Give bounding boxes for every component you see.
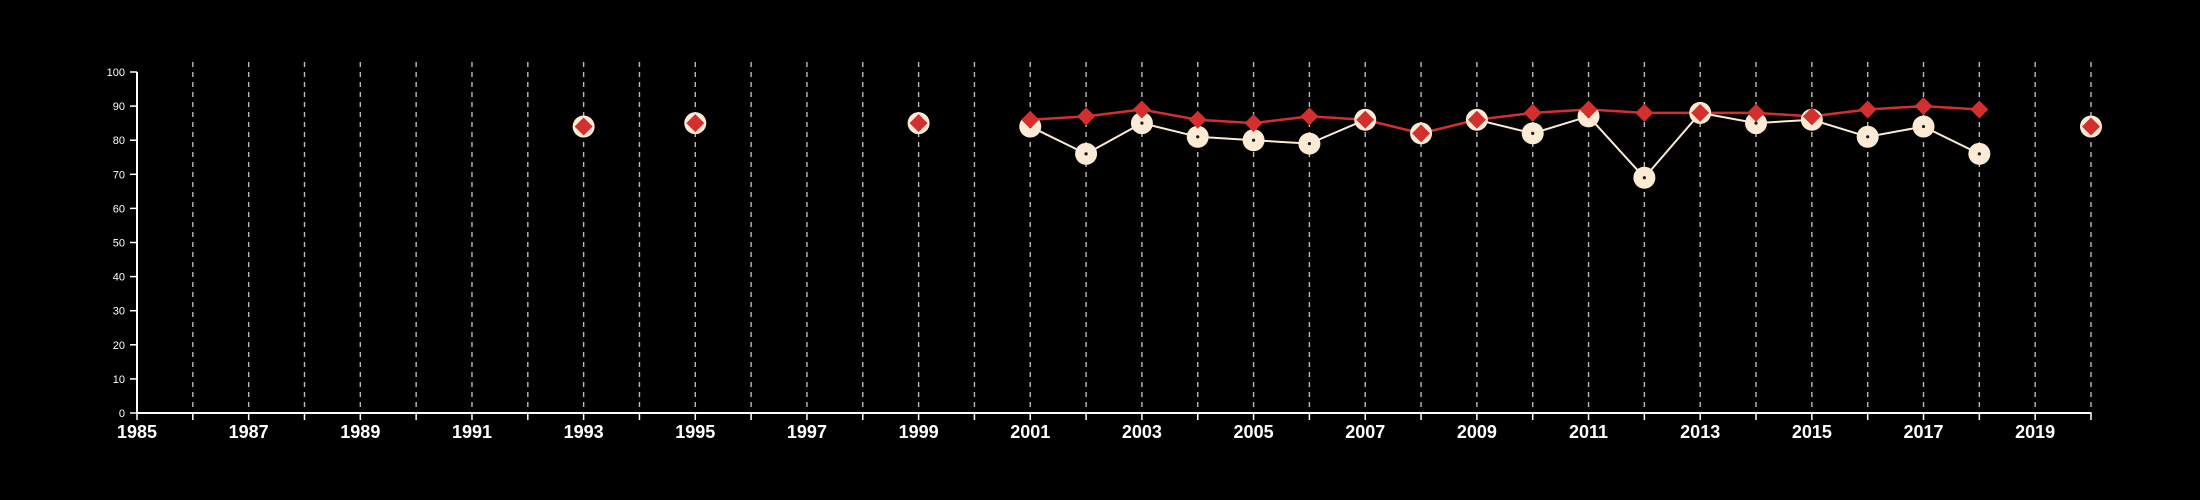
cream-point-center-2016: [1866, 135, 1870, 139]
red-point-2017: [1914, 97, 1933, 116]
y-tick-label-100: 100: [107, 67, 125, 79]
red-point-1995: [686, 114, 705, 133]
red-point-2016: [1858, 100, 1877, 119]
y-tick-label-0: 0: [119, 408, 125, 420]
axes: 0 10 20 30 40 50 60 70 80 90 100 1985 1987 1989 1991 19…: [107, 67, 2092, 442]
red-point-1993: [574, 117, 593, 136]
cream-point-center-2012: [1642, 176, 1646, 180]
series-lines: [1029, 104, 1980, 179]
red-point-2008: [1412, 124, 1431, 143]
red-point-1999: [909, 114, 928, 133]
cream-point-center-2006: [1307, 142, 1311, 146]
cream-point-center-2017: [1921, 124, 1926, 129]
y-tick-label-30: 30: [113, 306, 125, 318]
y-tick-label-40: 40: [113, 272, 125, 284]
red-point-2006: [1300, 107, 1319, 126]
y-tick-label-90: 90: [113, 101, 125, 113]
x-tick-label-2013: 2013: [1680, 422, 1720, 442]
x-tick-label-1999: 1999: [899, 422, 939, 442]
red-point-2007: [1356, 110, 1375, 129]
red-point-2002: [1077, 107, 1096, 126]
y-tick-label-50: 50: [113, 238, 125, 250]
red-point-2012: [1635, 103, 1654, 122]
x-tick-label-1987: 1987: [229, 422, 269, 442]
grid-lines: [192, 62, 2092, 413]
red-point-2014: [1747, 103, 1766, 122]
red-point-2015: [1802, 107, 1821, 126]
cream-point-center-2010: [1531, 131, 1535, 135]
x-tick-label-1995: 1995: [675, 422, 715, 442]
red-point-2011: [1579, 100, 1598, 119]
red-point-2020: [2082, 117, 2100, 136]
y-tick-label-10: 10: [113, 374, 125, 386]
x-tick-label-2019: 2019: [2015, 422, 2055, 442]
cream-point-center-2005: [1251, 138, 1256, 142]
red-point-2018: [1970, 100, 1989, 119]
y-tick-label-70: 70: [113, 169, 125, 181]
y-tick-label-20: 20: [113, 340, 125, 352]
x-tick-label-2015: 2015: [1792, 422, 1832, 442]
x-tick-label-2009: 2009: [1457, 422, 1497, 442]
red-point-2009: [1467, 110, 1486, 129]
x-tick-label-2007: 2007: [1345, 422, 1385, 442]
x-tick-label-2011: 2011: [1569, 422, 1608, 442]
x-tick-label-1991: 1991: [452, 422, 492, 442]
y-tick-label-80: 80: [113, 135, 125, 147]
x-tick-label-1997: 1997: [787, 422, 827, 442]
series-markers: [572, 97, 2102, 189]
x-tick-label-2003: 2003: [1122, 422, 1162, 442]
x-tick-label-1993: 1993: [564, 422, 604, 442]
cream-point-center-2004: [1196, 135, 1200, 139]
x-tick-label-2005: 2005: [1234, 422, 1274, 442]
cream-point-center-2018: [1977, 152, 1981, 156]
x-tick-label-2001: 2001: [1010, 422, 1050, 442]
red-series-line: [1030, 104, 1980, 135]
cream-series-line: [1029, 111, 1980, 179]
red-point-2005: [1244, 114, 1263, 133]
cream-point-center-2003: [1140, 121, 1144, 125]
red-point-2003: [1132, 100, 1151, 119]
y-tick-label-60: 60: [113, 203, 125, 215]
red-point-2010: [1523, 103, 1542, 122]
red-point-2001: [1021, 110, 1040, 129]
x-tick-label-2017: 2017: [1903, 422, 1943, 442]
x-tick-label-1989: 1989: [340, 422, 380, 442]
red-point-2013: [1691, 103, 1710, 122]
cream-point-center-2014: [1754, 121, 1758, 125]
cream-point-center-2002: [1084, 152, 1088, 156]
x-tick-label-1985: 1985: [117, 422, 157, 442]
red-point-2004: [1188, 110, 1207, 129]
